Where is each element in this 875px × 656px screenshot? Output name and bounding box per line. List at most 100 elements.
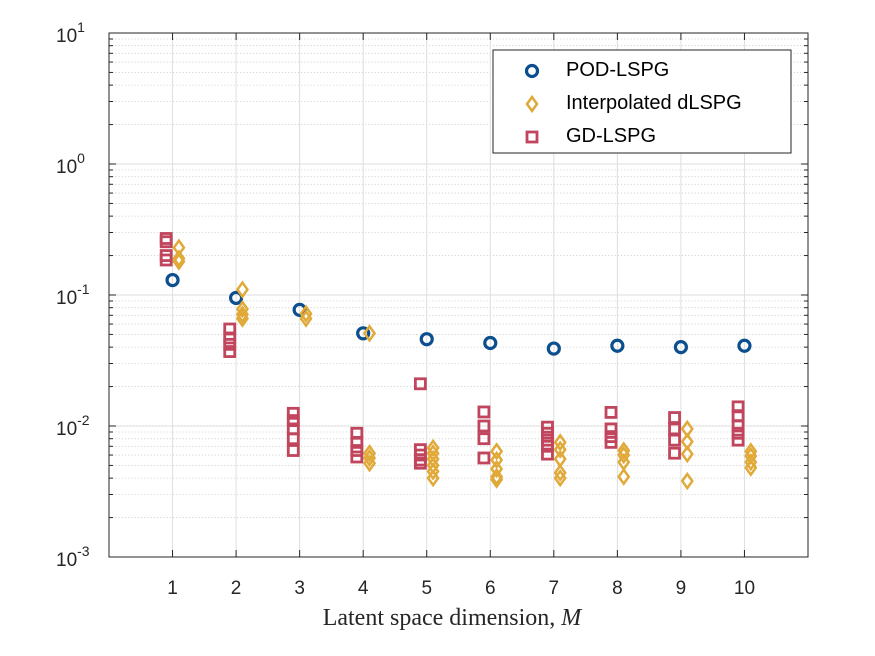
legend-symbol [524,63,540,79]
marker-gd-lspg [604,422,618,436]
marker-gd-lspg [541,439,554,453]
marker-interpolated-dlspg [490,442,504,461]
marker-pod-lspg [419,332,434,347]
marker-gd-lspg [541,426,554,440]
y-tick-label: 10-2 [56,412,90,440]
marker-interpolated-dlspg [363,324,377,343]
marker-gd-lspg [223,337,237,351]
marker-interpolated-dlspg [744,452,758,472]
marker-gd-lspg [477,419,491,433]
marker-gd-lspg [286,406,300,420]
marker-interpolated-dlspg [363,448,377,468]
marker-interpolated-dlspg [172,249,186,268]
y-tick-label: 10-3 [56,543,90,571]
marker-interpolated-dlspg [490,470,504,489]
marker-gd-lspg [604,435,618,449]
marker-gd-lspg [350,450,364,464]
legend-marker-interpolated-dlspg [525,94,539,114]
marker-interpolated-dlspg [299,309,313,328]
marker-interpolated-dlspg [235,299,249,319]
x-tick-labels: 1 2 3 4 5 6 7 8 9 10 [167,578,755,599]
marker-interpolated-dlspg [744,458,758,477]
marker-interpolated-dlspg [490,450,504,470]
x-tick-label: 8 [612,578,623,599]
x-tick-label: 1 [167,578,178,599]
marker-interpolated-dlspg [744,442,758,461]
marker-gd-lspg [477,432,491,446]
marker-gd-lspg [731,433,745,447]
marker-pod-lspg [228,290,244,306]
x-tick-label: 10 [734,578,755,599]
marker-pod-lspg [737,338,752,353]
y-tick-label: 101 [56,19,85,47]
marker-interpolated-dlspg [363,444,377,463]
marker-interpolated-dlspg [426,462,440,481]
x-axis-title: Latent space dimension, M [323,605,584,631]
marker-gd-lspg [731,419,745,433]
data-markers [159,232,758,491]
marker-interpolated-dlspg [744,446,758,466]
marker-interpolated-dlspg [490,459,504,479]
legend-label-gd-lspg: GD-LSPG [566,125,656,147]
marker-interpolated-dlspg [235,309,249,328]
marker-gd-lspg [604,406,618,419]
y-tick-labels: 10-3 10-2 10-1 100 101 [56,19,90,571]
legend-box [492,49,792,154]
marker-pod-lspg [610,338,625,353]
legend-label-interpolated-dlspg: Interpolated dLSPG [566,92,742,114]
marker-interpolated-dlspg [617,467,631,486]
marker-gd-lspg [413,377,427,391]
marker-pod-lspg [483,335,498,351]
marker-gd-lspg [477,451,491,465]
marker-interpolated-dlspg [426,468,440,488]
marker-interpolated-dlspg [172,252,186,271]
legend-symbol [525,94,539,114]
marker-interpolated-dlspg [553,433,567,452]
marker-pod-lspg [546,341,561,356]
legend-label-pod-lspg: POD-LSPG [566,59,669,81]
marker-pod-lspg [356,326,371,341]
x-tick-label: 6 [485,578,496,599]
legend-marker-gd-lspg [525,130,539,144]
x-tick-label: 3 [294,578,305,599]
marker-gd-lspg [286,414,300,427]
marker-gd-lspg [541,447,554,461]
marker-interpolated-dlspg [680,444,694,464]
marker-interpolated-dlspg [490,467,504,486]
legend-marker-pod-lspg [524,63,540,79]
marker-gd-lspg [477,405,491,419]
marker-interpolated-dlspg [553,468,567,488]
legend: POD-LSPG Interpolated dLSPG GD-LSPG [492,49,792,154]
marker-interpolated-dlspg [553,440,567,459]
marker-interpolated-dlspg [426,438,440,458]
marker-gd-lspg [159,235,173,249]
marker-gd-lspg [668,433,681,447]
x-tick-label: 4 [358,578,369,599]
marker-interpolated-dlspg [553,463,567,482]
x-tick-label: 2 [231,578,242,599]
marker-interpolated-dlspg [680,471,694,491]
marker-gd-lspg [731,426,745,440]
axes-frame [108,32,809,558]
marker-gd-lspg [350,444,364,457]
marker-gd-lspg [350,435,364,449]
y-tick-label: 100 [56,150,85,178]
marker-gd-lspg [286,432,300,446]
x-tick-label: 7 [549,578,560,599]
x-tick-label: 5 [421,578,432,599]
marker-gd-lspg [413,456,427,470]
marker-pod-lspg [673,340,689,355]
marker-gd-lspg [223,345,237,358]
marker-gd-lspg [668,446,681,460]
marker-gd-lspg [286,444,300,457]
marker-interpolated-dlspg [617,445,631,465]
marker-interpolated-dlspg [235,280,249,299]
legend-symbol [525,130,539,144]
y-tick-label: 10-1 [56,281,90,309]
marker-interpolated-dlspg [299,304,313,323]
marker-interpolated-dlspg [617,441,631,460]
marker-interpolated-dlspg [235,305,249,324]
x-tick-label: 9 [676,578,687,599]
marker-pod-lspg [165,272,180,288]
